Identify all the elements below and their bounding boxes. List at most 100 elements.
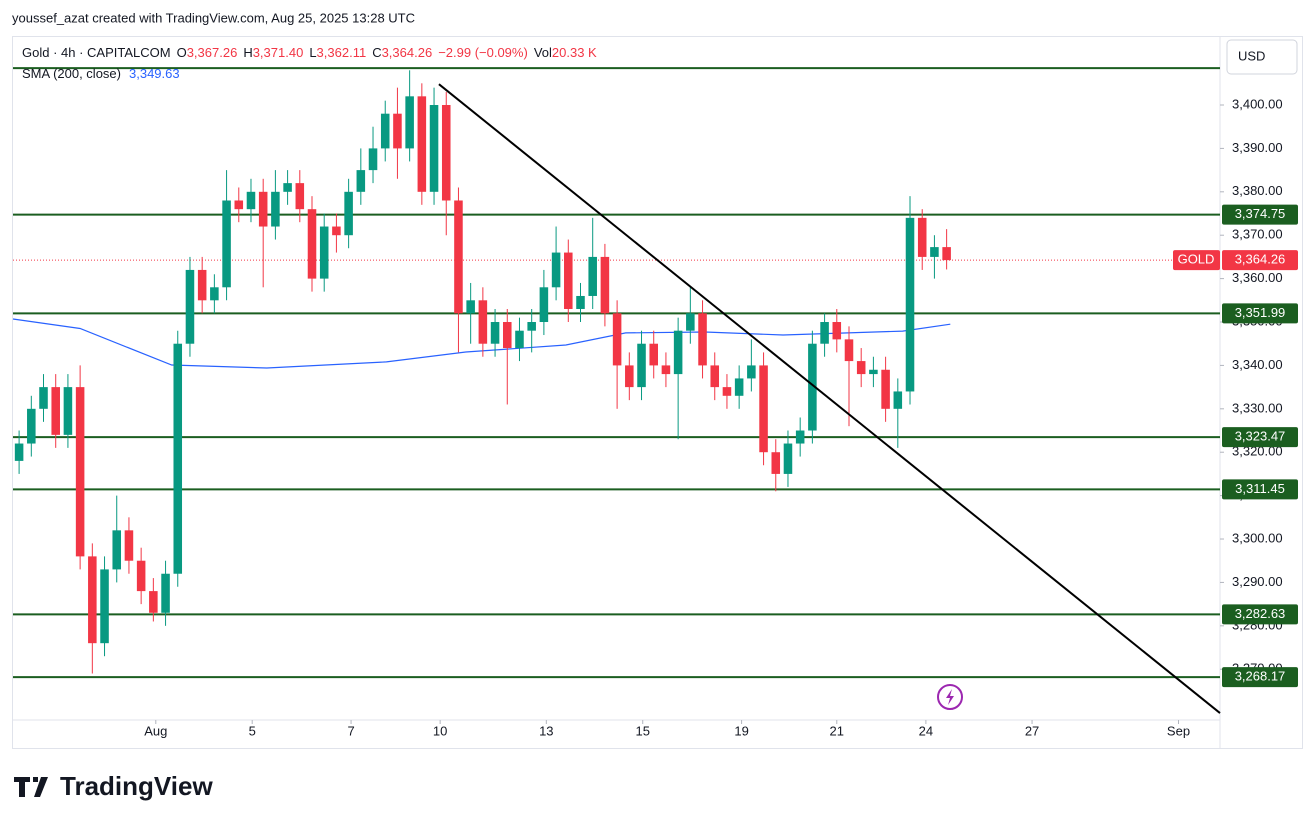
candle-body (771, 452, 781, 474)
level-label-bg (1222, 479, 1298, 500)
candle-body (539, 287, 549, 323)
candle-body (917, 217, 927, 257)
chart-frame (12, 36, 1303, 749)
credit: youssef_azat created with TradingView.co… (12, 10, 415, 25)
candle-body (649, 343, 658, 366)
candle-body (503, 322, 512, 349)
candle-body (759, 365, 768, 453)
candle-body (930, 247, 939, 257)
sma-value: 3,349.63 (129, 66, 180, 81)
level-label: 3,374.75 (1235, 206, 1286, 221)
level-label-bg (1222, 303, 1298, 324)
candle-body (258, 191, 268, 227)
candle-body (637, 343, 646, 388)
candle-body (185, 269, 195, 344)
symbol-badge-bg (1173, 250, 1220, 271)
candle-body (783, 443, 793, 474)
price-badge-bg (1222, 250, 1298, 271)
candle-body (881, 369, 890, 409)
brand-icon (14, 777, 48, 797)
level-label: 3,323.47 (1235, 429, 1286, 444)
candle-body (39, 387, 48, 409)
y-tick-label: 3,290.00 (1232, 574, 1283, 589)
candle-body (51, 387, 60, 435)
candle-body (551, 252, 561, 288)
candle-body (161, 573, 170, 613)
candle-body (332, 226, 341, 236)
candle-body (490, 322, 500, 344)
candle-body (100, 569, 109, 644)
candle-body (710, 365, 720, 388)
candle-body (173, 343, 183, 574)
legend-change: −2.99 (−0.09%) (438, 45, 528, 60)
y-tick-label: 3,320.00 (1232, 444, 1283, 459)
candle-body (319, 226, 329, 279)
x-tick-label: Aug (144, 723, 167, 738)
sma-name: SMA (200, close) (22, 66, 121, 81)
legend: Gold · 4h · CAPITALCOM O3,367.26 H3,371.40… (22, 45, 597, 60)
candle-body (417, 96, 427, 192)
candle-body (283, 183, 292, 192)
legend-value: 3,371.40 (253, 45, 304, 60)
level-label: 3,268.17 (1235, 669, 1286, 684)
candle-body (588, 256, 597, 296)
candle-body (747, 365, 756, 379)
level-label: 3,351.99 (1235, 305, 1286, 320)
candle-body (832, 322, 842, 340)
currency[interactable]: USD (1238, 48, 1265, 63)
trendline (438, 83, 1221, 714)
x-tick-label: Sep (1167, 723, 1190, 738)
candle-body (75, 387, 85, 557)
candle-body (344, 191, 353, 236)
candle-body (405, 96, 414, 149)
candle-body (368, 148, 378, 171)
x-tick-label: 10 (433, 723, 447, 738)
candle-body (27, 408, 36, 444)
candle-body (600, 256, 610, 314)
y-tick-label: 3,400.00 (1232, 96, 1283, 111)
candle-body (795, 430, 805, 444)
level-label: 3,311.45 (1235, 481, 1285, 496)
legend-key: H (243, 45, 252, 60)
x-tick-label: 13 (539, 723, 553, 738)
legend-key: O (177, 45, 187, 60)
candle-body (893, 391, 903, 409)
candle-body (698, 313, 707, 366)
candle-body (246, 191, 256, 210)
candle-body (295, 183, 305, 210)
candle-body (820, 322, 829, 344)
candle-body (393, 113, 402, 149)
level-label-bg (1222, 427, 1298, 448)
candle-body (844, 339, 854, 362)
x-tick-label: 5 (249, 723, 256, 738)
candle-body (14, 443, 24, 461)
brand: TradingView (60, 771, 213, 801)
candle-body (234, 200, 244, 210)
candle-body (905, 217, 915, 392)
candle-body (576, 295, 585, 309)
sma-legend: SMA (200, close) 3,349.63 (22, 66, 180, 81)
x-tick-label: 7 (347, 723, 354, 738)
legend-key: C (372, 45, 381, 60)
legend-vol-value: 20.33 K (552, 45, 597, 60)
candle-body (429, 105, 439, 192)
legend-value: 3,367.26 (187, 45, 238, 60)
candle-body (380, 113, 390, 149)
price-badge: 3,364.26 (1235, 252, 1286, 267)
candle-body (527, 322, 536, 331)
candle-body (356, 170, 366, 192)
y-tick-label: 3,330.00 (1232, 400, 1283, 415)
currency-button[interactable] (1226, 39, 1298, 75)
legend-vol-key: Vol (534, 45, 552, 60)
x-tick-label: 21 (830, 723, 844, 738)
legend-symbol: Gold · 4h · CAPITALCOM (22, 45, 171, 60)
candle-body (271, 191, 280, 227)
candle-body (869, 369, 878, 375)
candle-body (942, 247, 951, 261)
candle-body (661, 365, 671, 375)
y-tick-label: 3,300.00 (1232, 530, 1283, 545)
symbol-badge: GOLD (1178, 252, 1215, 267)
candle-body (210, 287, 219, 301)
